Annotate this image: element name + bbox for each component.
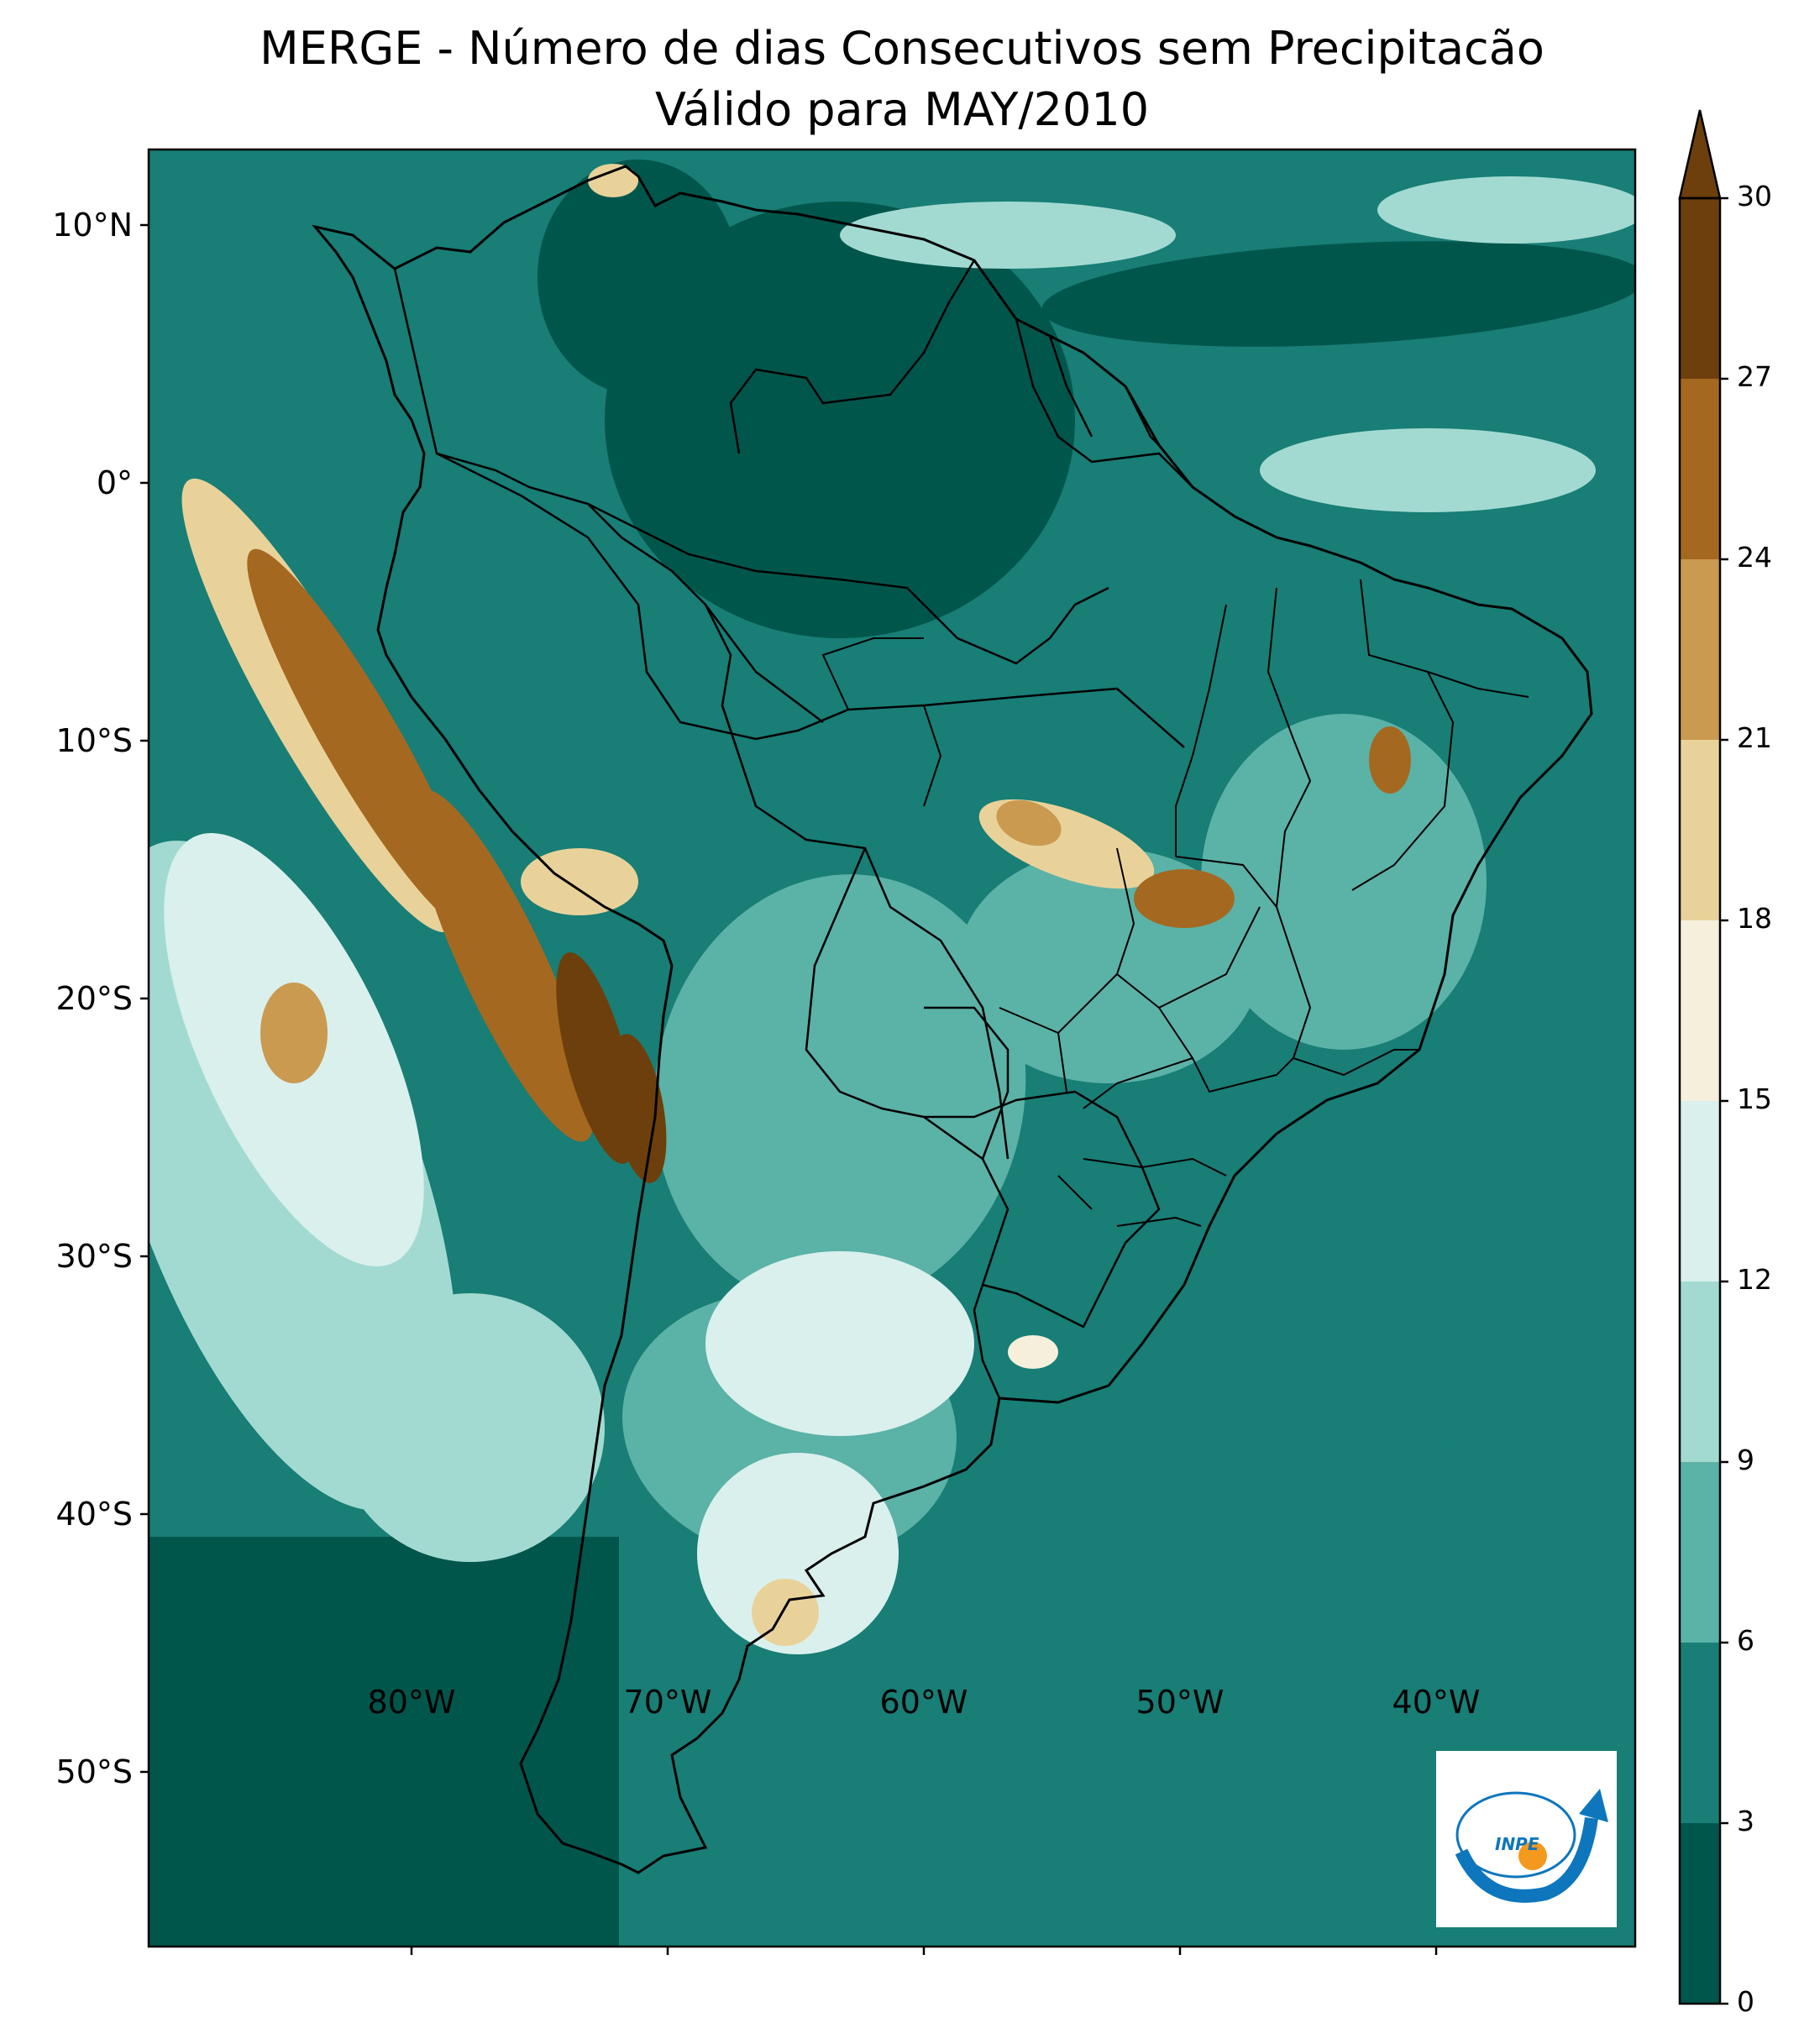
logo-wordmark: INPE [1495, 1834, 1539, 1854]
colorbar-segment [1680, 740, 1720, 920]
field-patch [697, 1453, 899, 1654]
field-patch [260, 983, 328, 1083]
field-patch [996, 799, 1062, 846]
colorbar-segment [1680, 1281, 1720, 1462]
field-patch [1369, 726, 1411, 794]
lat-tick-label: 50°S [55, 1753, 133, 1790]
colorbar-tick-label: 15 [1737, 1082, 1772, 1115]
logo-swoosh [1455, 1816, 1598, 1903]
colorbar [1678, 109, 1728, 2005]
field-patch [336, 1293, 605, 1562]
lon-tick-label: 40°W [1392, 1684, 1481, 1721]
field-patch [1008, 1335, 1058, 1369]
colorbar-tick-label: 21 [1737, 721, 1772, 754]
map-frame [147, 148, 1637, 1948]
field-patch [1201, 714, 1487, 1050]
lon-tick-label: 60°W [879, 1684, 968, 1721]
lat-tick-label: 40°S [55, 1496, 133, 1533]
colorbar-tick-label: 30 [1737, 180, 1772, 212]
colorbar-tick-label: 27 [1737, 360, 1772, 393]
colorbar-tick-label: 6 [1737, 1624, 1754, 1657]
map-area [149, 149, 1635, 1947]
colorbar-tick-label: 24 [1737, 541, 1772, 574]
field-patch [1134, 869, 1235, 928]
colorbar-tick-label: 12 [1737, 1263, 1772, 1296]
field-patch [1041, 241, 1635, 347]
colorbar-segment [1680, 1643, 1720, 1823]
colorbar-segment [1680, 920, 1720, 1101]
field-patch [752, 1579, 819, 1646]
inpe-logo: INPE [1436, 1751, 1617, 1927]
lat-tick-label: 30°S [55, 1238, 133, 1275]
country-borders [393, 259, 1193, 1399]
colorbar-segment [1680, 379, 1720, 559]
map-title-line-2: Válido para MAY/2010 [654, 83, 1150, 136]
field-patch [149, 1537, 619, 1947]
field-patch [941, 1159, 1495, 1528]
logo-sun-icon [1518, 1842, 1547, 1870]
field-patch [610, 1034, 667, 1183]
field-patch [1377, 176, 1635, 244]
colorbar-segment [1680, 1101, 1720, 1281]
field-patch [1260, 428, 1596, 512]
lat-tick-label: 20°S [55, 980, 133, 1017]
colorbar-segment [1680, 1462, 1720, 1643]
field-patch [705, 1251, 974, 1436]
axis-ticks [140, 223, 1438, 1955]
colorbar-segment [1680, 559, 1720, 740]
state-borders [821, 579, 1529, 1227]
south-america-coastline [312, 165, 1593, 1874]
continent-outline [312, 165, 1593, 1874]
lat-tick-label: 10°S [55, 722, 133, 759]
map-title-line-1: MERGE - Número de dias Consecutivos sem … [260, 22, 1544, 75]
lat-tick-label: 0° [96, 464, 133, 501]
colorbar-tick-label: 9 [1737, 1444, 1754, 1476]
colorbar-tick-label: 0 [1737, 1985, 1754, 2018]
field-patch [521, 848, 638, 915]
field-patch [588, 164, 638, 197]
field-patch [413, 789, 595, 1142]
colorbar-segment [1680, 198, 1720, 379]
field-patch [840, 202, 1176, 269]
colorbar-tick-label: 18 [1737, 902, 1772, 935]
colorbar-segment [1680, 1823, 1720, 2004]
logo-arrow-icon [1579, 1789, 1608, 1822]
inpe-logo-graphic: INPE [1455, 1789, 1608, 1903]
logo-orbit [1455, 1791, 1576, 1879]
colorbar-tick-label: 3 [1737, 1805, 1754, 1837]
field-patch [538, 160, 739, 395]
lon-tick-label: 80°W [367, 1684, 456, 1721]
lat-tick-label: 10°N [52, 207, 133, 244]
lon-tick-label: 50°W [1135, 1684, 1225, 1721]
lon-tick-label: 70°W [623, 1684, 712, 1721]
